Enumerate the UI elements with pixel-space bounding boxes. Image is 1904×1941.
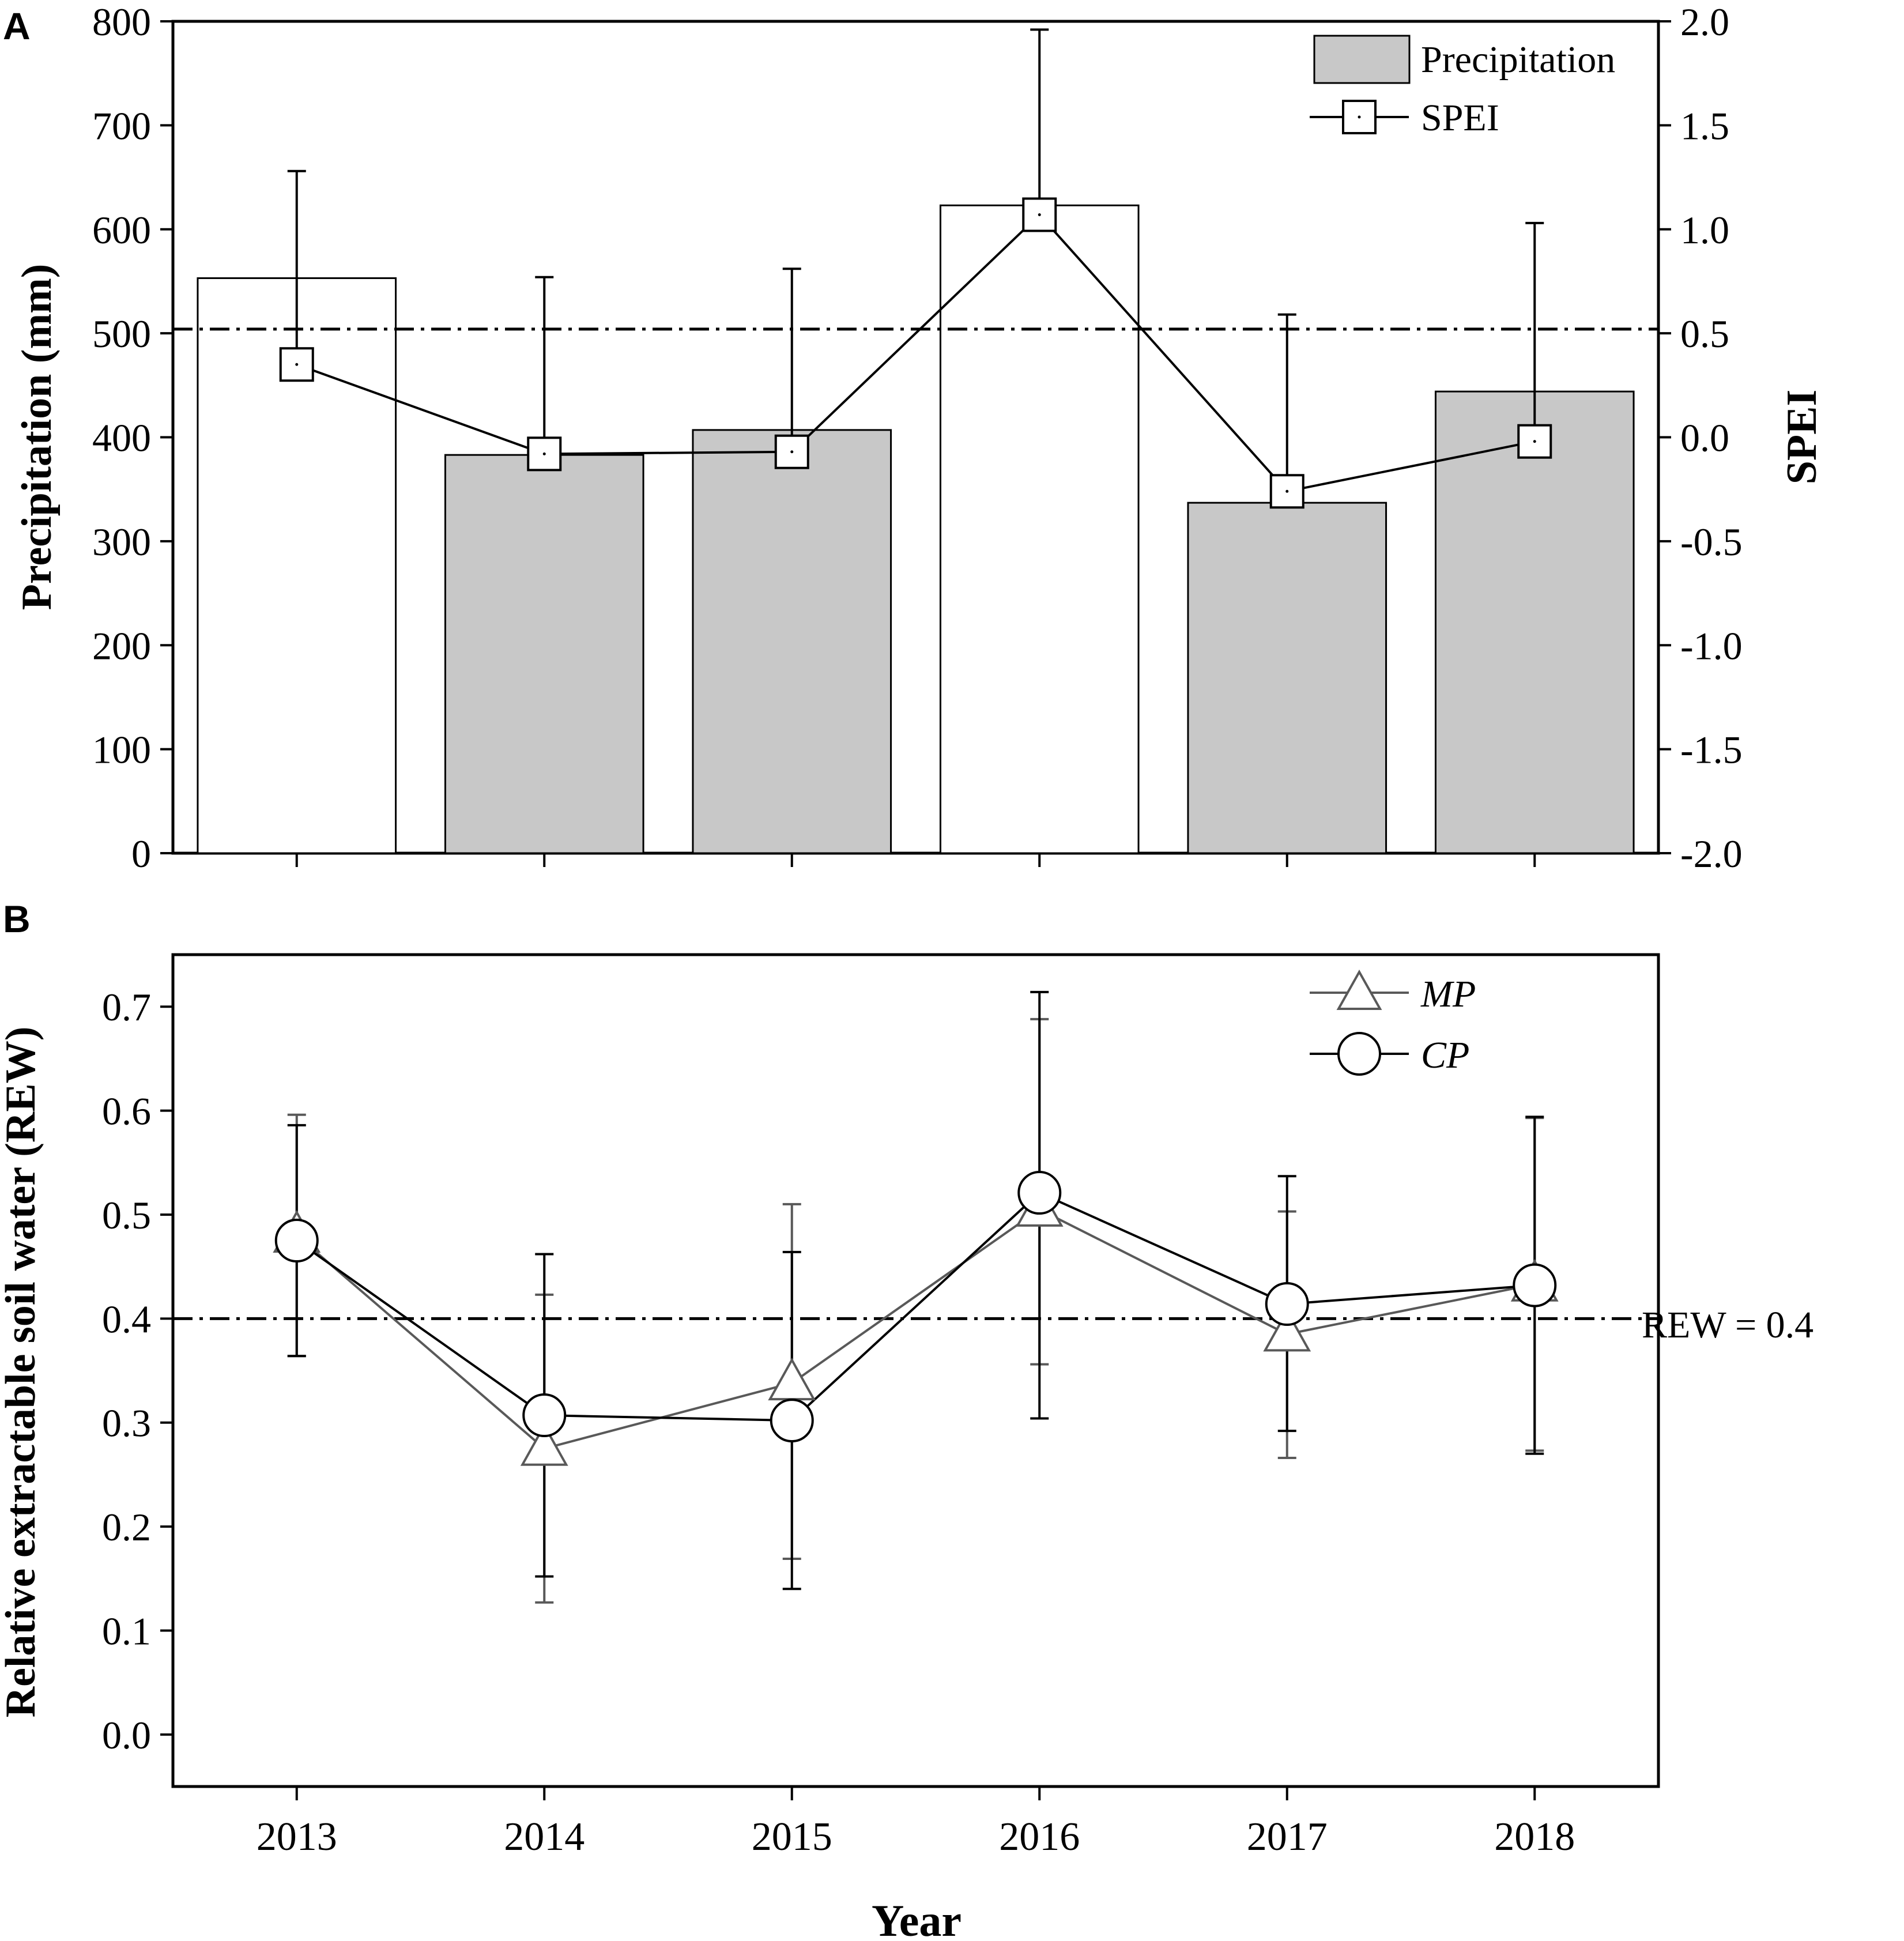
precipitation-bars	[197, 204, 1635, 854]
panel-b-frame	[171, 953, 1660, 1788]
spei-marker-dot-2013	[295, 363, 299, 366]
spei-markers	[279, 197, 1552, 509]
year-tick-label-2013: 2013	[257, 1815, 337, 1859]
cp-marker-2014	[522, 1393, 567, 1438]
legend-spei-dot	[1358, 115, 1361, 119]
spei-tick-label--1.0: -1.0	[1680, 624, 1743, 668]
precip-tick-label-300: 300	[92, 520, 151, 564]
precip-tick-label-200: 200	[92, 624, 151, 668]
legend-precipitation-label: Precipitation	[1421, 39, 1615, 81]
cp-marker-2016	[1017, 1171, 1062, 1215]
rew-lines	[296, 1191, 1535, 1450]
legend-cp-circle	[1337, 1032, 1381, 1076]
spei-tick-label--0.5: -0.5	[1680, 520, 1743, 564]
panel-a-x-ticks	[295, 853, 1536, 867]
spei-tick-label-2.0: 2.0	[1680, 0, 1729, 44]
mp-marker-2015	[768, 1358, 816, 1401]
rew-tick-label-0.2: 0.2	[102, 1505, 151, 1549]
year-tick-label-2017: 2017	[1247, 1815, 1328, 1859]
precip-tick-label-500: 500	[92, 312, 151, 356]
precipitation-axis-title: Precipitation (mm)	[13, 264, 61, 610]
precip-tick-label-600: 600	[92, 208, 151, 252]
panel-b-label: B	[3, 898, 31, 940]
year-tick-label-2016: 2016	[999, 1815, 1080, 1859]
rew-axis-title: Relative extractable soil water (REW)	[0, 1027, 44, 1718]
rew-tick-label-0.5: 0.5	[102, 1193, 151, 1237]
rew-tick-label-0.4: 0.4	[102, 1297, 151, 1341]
legend-cp-label: CP	[1421, 1034, 1469, 1076]
year-tick-label-2015: 2015	[752, 1815, 832, 1859]
precip-tick-label-0: 0	[131, 832, 151, 876]
precipitation-bar-2015	[692, 429, 892, 854]
year-axis-title: Year	[872, 1895, 962, 1941]
spei-line	[296, 213, 1535, 493]
panel-b-legend: MP CP	[1310, 969, 1476, 1076]
mp-marker-2014	[520, 1423, 568, 1466]
precip-tick-label-700: 700	[92, 104, 151, 148]
precip-tick-label-400: 400	[92, 416, 151, 460]
spei-series-line	[296, 213, 1535, 493]
spei-axis-title: SPEI	[1778, 390, 1826, 485]
rew-tick-label-0.1: 0.1	[102, 1609, 151, 1653]
precipitation-bar-2016	[939, 204, 1140, 854]
panel-b: B 0.00.10.20.30.40.50.60.7 2013 2014 2015 2…	[0, 898, 1813, 1941]
mp-marker-2017	[1263, 1309, 1311, 1352]
spei-marker-dot-2018	[1533, 440, 1536, 443]
spei-tick-label-0.5: 0.5	[1680, 312, 1729, 356]
year-axis-ticks: 2013 2014 2015 2016 2017 2018	[257, 1787, 1575, 1859]
rew-tick-label-0.0: 0.0	[102, 1713, 151, 1757]
rew-tick-label-0.6: 0.6	[102, 1090, 151, 1133]
spei-tick-label-1.0: 1.0	[1680, 208, 1729, 252]
rew-reference-label: REW = 0.4	[1642, 1304, 1813, 1346]
panel-a: A 0 100 200 300 400 500 600 700 800 -2.0 -1.5 -1.0…	[3, 0, 1826, 876]
spei-tick-label-0.0: 0.0	[1680, 416, 1729, 460]
spei-axis-ticks: -2.0 -1.5 -1.0 -0.5 0.0 0.5 1.0 1.5 2.0	[1658, 0, 1743, 876]
spei-marker-dot-2014	[542, 452, 546, 455]
cp-marker-2015	[770, 1399, 814, 1443]
cp-series-line	[296, 1191, 1535, 1422]
cp-marker-2017	[1265, 1282, 1309, 1326]
cp-marker-2013	[274, 1219, 319, 1263]
legend-mp-triangle	[1336, 969, 1382, 1010]
precipitation-bar-2014	[444, 454, 644, 854]
year-tick-label-2018: 2018	[1494, 1815, 1575, 1859]
year-tick-label-2014: 2014	[504, 1815, 585, 1859]
spei-marker-dot-2016	[1038, 213, 1041, 216]
legend-precipitation-swatch	[1313, 35, 1411, 84]
panel-a-label: A	[3, 5, 31, 47]
precipitation-bar-2018	[1434, 390, 1635, 854]
spei-error-bars	[287, 28, 1544, 492]
spei-tick-label--2.0: -2.0	[1680, 832, 1743, 876]
spei-marker-dot-2017	[1285, 489, 1289, 493]
rew-markers	[273, 1171, 1559, 1466]
spei-marker-dot-2015	[790, 450, 794, 454]
precipitation-bar-2017	[1187, 502, 1388, 854]
legend-mp-label: MP	[1420, 973, 1476, 1015]
cp-marker-2018	[1513, 1263, 1557, 1307]
spei-tick-label-1.5: 1.5	[1680, 104, 1729, 148]
precip-tick-label-100: 100	[92, 728, 151, 772]
legend-spei-square	[1342, 100, 1377, 134]
panel-a-legend: Precipitation SPEI	[1310, 35, 1615, 139]
legend-spei-label: SPEI	[1421, 97, 1499, 139]
spei-tick-label--1.5: -1.5	[1680, 728, 1743, 772]
precip-tick-label-800: 800	[92, 0, 151, 44]
rew-axis-ticks: 0.0 0.1 0.2 0.3 0.4 0.5 0.6 0.7	[102, 985, 173, 1757]
mp-series-line	[296, 1208, 1535, 1450]
rew-tick-label-0.3: 0.3	[102, 1401, 151, 1445]
rew-tick-label-0.7: 0.7	[102, 985, 151, 1029]
precipitation-axis-ticks: 0 100 200 300 400 500 600 700 800	[92, 0, 173, 876]
